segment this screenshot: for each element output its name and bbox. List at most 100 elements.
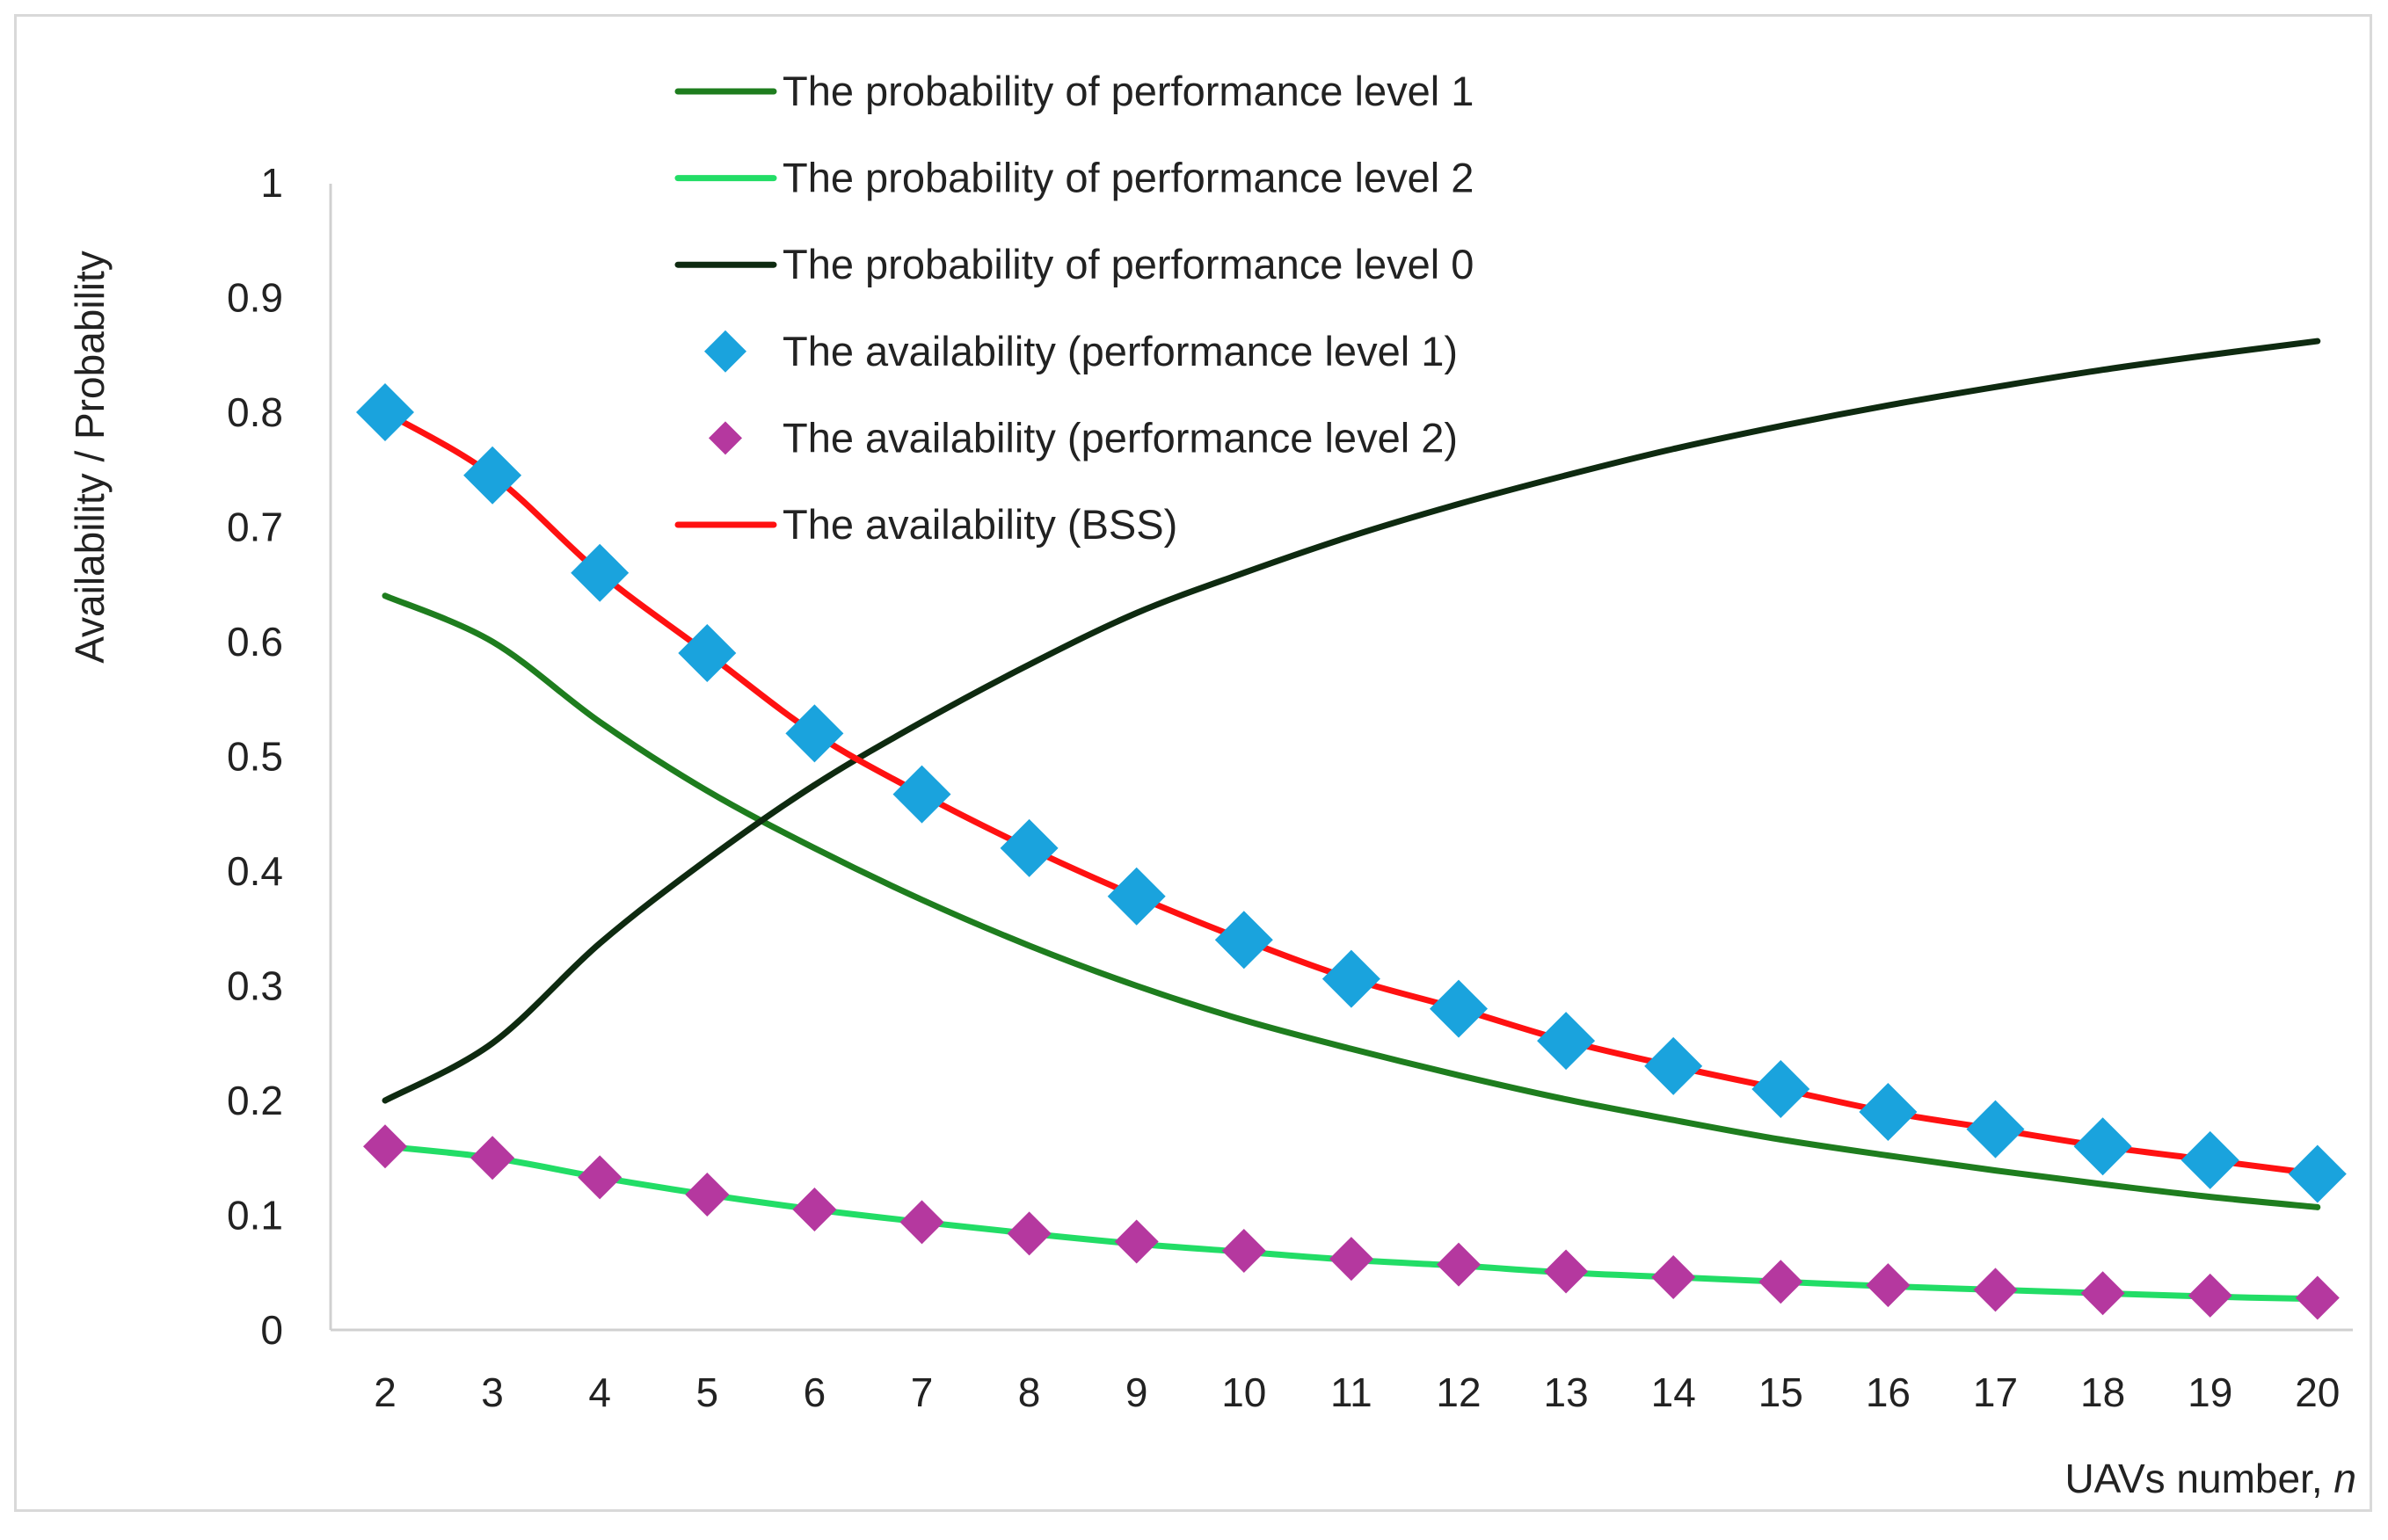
y-tick-label: 0: [260, 1307, 283, 1353]
x-tick-label: 6: [804, 1369, 826, 1415]
legend-item: The probability of performance level 1: [674, 68, 1474, 114]
data-point: [678, 624, 737, 683]
data-point: [571, 543, 630, 602]
series-the-availability-performance-level-2: [363, 1124, 2340, 1320]
data-point: [785, 704, 844, 763]
legend-label: The probability of performance level 0: [783, 241, 1474, 287]
x-tick-label: 13: [1544, 1369, 1589, 1415]
series-layer: [356, 338, 2347, 1320]
data-point: [2073, 1117, 2132, 1176]
data-point: [1644, 1036, 1703, 1095]
y-tick-label: 0.6: [227, 619, 283, 665]
data-point: [578, 1155, 622, 1200]
data-point: [899, 1200, 944, 1245]
x-tick-label: 3: [481, 1369, 504, 1415]
legend-label: The availability (performance level 2): [783, 414, 1458, 461]
y-axis-title: Availability / Probability: [67, 251, 113, 664]
data-point: [470, 1136, 515, 1180]
x-axis-title-text: UAVs number,: [2064, 1456, 2333, 1501]
series-line: [382, 338, 2321, 1104]
data-point: [1751, 1059, 1810, 1118]
x-tick-labels: 2 3 4 5 6 7 8 9 10 11 12 13 14 15 16 17 18 19 20: [374, 1369, 2340, 1415]
data-point: [2080, 1271, 2125, 1316]
data-point: [1537, 1012, 1596, 1071]
data-point: [2288, 1144, 2347, 1203]
y-tick-label: 0.5: [227, 734, 283, 780]
x-tick-label: 20: [2295, 1369, 2340, 1415]
data-point: [2188, 1273, 2232, 1318]
x-tick-label: 16: [1866, 1369, 1911, 1415]
legend-item: The availability (performance level 2): [709, 414, 1458, 461]
data-point: [1321, 949, 1380, 1008]
x-tick-label: 7: [911, 1369, 934, 1415]
chart-frame: [14, 14, 2372, 1512]
legend-label: The availability (performance level 1): [783, 328, 1458, 374]
y-tick-label: 0.2: [227, 1078, 283, 1123]
x-tick-label: 18: [2080, 1369, 2125, 1415]
legend-item: The availability (BSS): [674, 501, 1177, 548]
data-point: [1544, 1249, 1589, 1294]
y-tick-label: 0.3: [227, 963, 283, 1009]
y-tick-label: 0.9: [227, 275, 283, 321]
legend-item: The probability of performance level 0: [674, 241, 1474, 287]
x-tick-label: 11: [1330, 1369, 1372, 1415]
data-point: [1107, 867, 1166, 926]
x-tick-label: 4: [588, 1369, 611, 1415]
x-tick-label: 5: [696, 1369, 719, 1415]
data-point: [356, 383, 414, 441]
data-point: [1859, 1083, 1918, 1142]
legend-label: The availability (BSS): [783, 501, 1177, 548]
data-point: [1973, 1268, 2018, 1312]
data-point: [892, 765, 951, 824]
y-tick-labels: 0 0.1 0.2 0.3 0.4 0.5 0.6 0.7 0.8 0.9 1: [227, 160, 283, 1353]
data-point: [1437, 1242, 1481, 1287]
legend-swatch: [704, 330, 746, 373]
x-tick-label: 15: [1758, 1369, 1803, 1415]
legend-swatch: [709, 421, 742, 455]
data-point: [1329, 1237, 1373, 1282]
data-point: [1114, 1219, 1159, 1264]
data-point: [2181, 1130, 2239, 1189]
series-line: [382, 592, 2321, 1210]
y-tick-label: 0.7: [227, 505, 283, 550]
x-tick-label: 2: [374, 1369, 397, 1415]
x-axis-title: UAVs number, n: [2064, 1456, 2356, 1501]
legend-item: The availability (performance level 1): [704, 328, 1458, 374]
x-tick-label: 12: [1436, 1369, 1481, 1415]
series-the-availability-performance-level-1: [356, 383, 2347, 1203]
y-tick-label: 0.4: [227, 848, 283, 894]
legend-item: The probability of performance level 2: [674, 155, 1474, 201]
legend-label: The probability of performance level 2: [783, 155, 1474, 201]
data-point: [1651, 1254, 1696, 1299]
data-point: [1007, 1211, 1052, 1256]
y-tick-label: 0.8: [227, 389, 283, 435]
x-tick-label: 14: [1651, 1369, 1696, 1415]
legend: The probability of performance level 1 Th…: [674, 68, 1474, 548]
data-point: [1966, 1100, 2025, 1159]
data-point: [1214, 911, 1273, 970]
x-tick-label: 8: [1018, 1369, 1041, 1415]
x-tick-label: 17: [1973, 1369, 2018, 1415]
axes-layer: [329, 184, 2353, 1332]
y-tick-label: 0.1: [227, 1193, 283, 1239]
series-line: [382, 409, 2321, 1178]
y-tick-label: 1: [260, 160, 283, 206]
legend-label: The probability of performance level 1: [783, 68, 1474, 114]
data-point: [685, 1173, 730, 1217]
data-point: [1758, 1260, 1803, 1304]
x-axis-title-variable: n: [2333, 1456, 2356, 1501]
data-point: [1430, 979, 1488, 1038]
series-the-probability-of-performance-level-0: [382, 338, 2321, 1104]
data-point: [2295, 1275, 2340, 1320]
data-point: [463, 446, 522, 505]
data-point: [363, 1124, 407, 1169]
data-point: [1221, 1228, 1266, 1273]
data-point: [1866, 1263, 1911, 1308]
series-the-probability-of-performance-level-1: [382, 592, 2321, 1210]
x-tick-label: 10: [1221, 1369, 1266, 1415]
x-tick-label: 19: [2188, 1369, 2232, 1415]
x-tick-label: 9: [1125, 1369, 1148, 1415]
data-point: [1000, 818, 1059, 877]
series-the-availability-bss: [382, 409, 2321, 1178]
